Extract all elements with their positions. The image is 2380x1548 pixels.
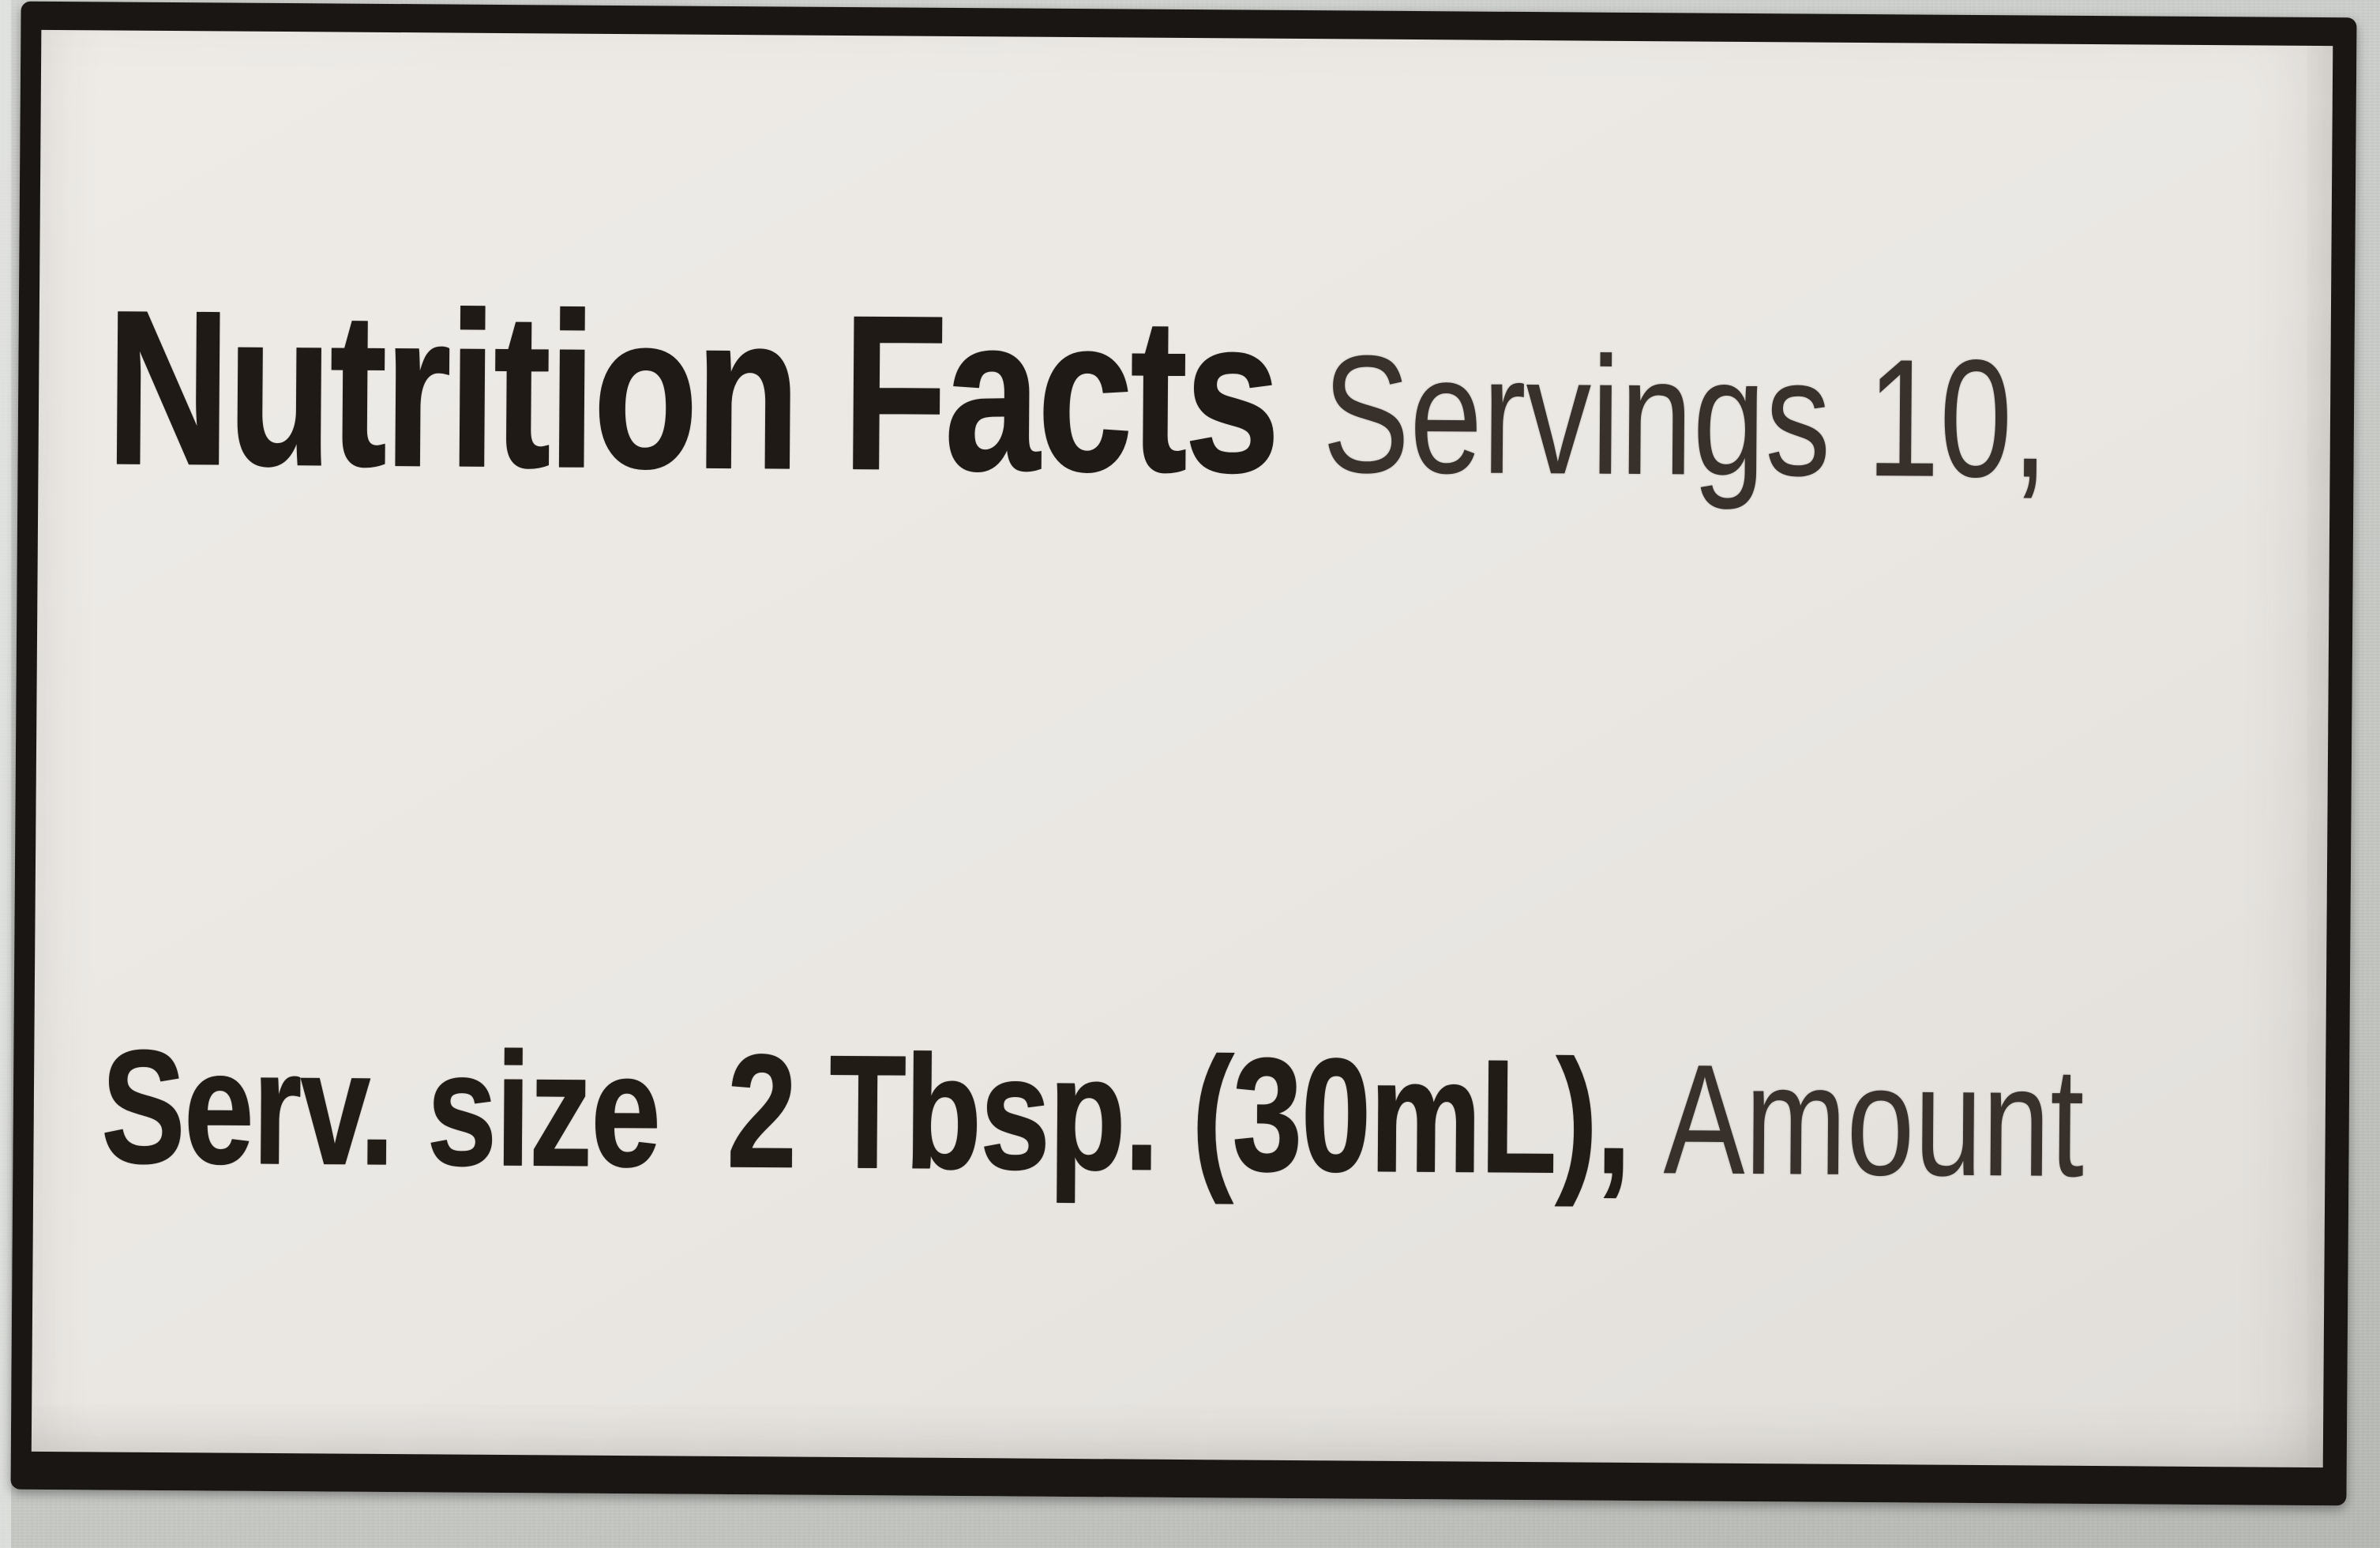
label-line-2: Serv. size 2 Tbsp. (30mL), Amount bbox=[77, 810, 2085, 1467]
label-line-1: Nutrition Facts Servings 10, bbox=[81, 36, 2049, 822]
label-line-3: per serving: Calories 60, Total Fat bbox=[72, 1455, 1817, 1505]
amount-word: Amount bbox=[1663, 1031, 2085, 1209]
nutrition-facts-title: Nutrition Facts bbox=[105, 263, 1324, 519]
nutrition-label: Nutrition Facts Servings 10, Serv. size … bbox=[10, 1, 2357, 1506]
serving-size: Serv. size 2 Tbsp. (30mL), bbox=[100, 1016, 1665, 1208]
servings-count: Servings 10, bbox=[1322, 320, 2050, 513]
label-text-block: Nutrition Facts Servings 10, Serv. size … bbox=[54, 36, 2318, 1505]
